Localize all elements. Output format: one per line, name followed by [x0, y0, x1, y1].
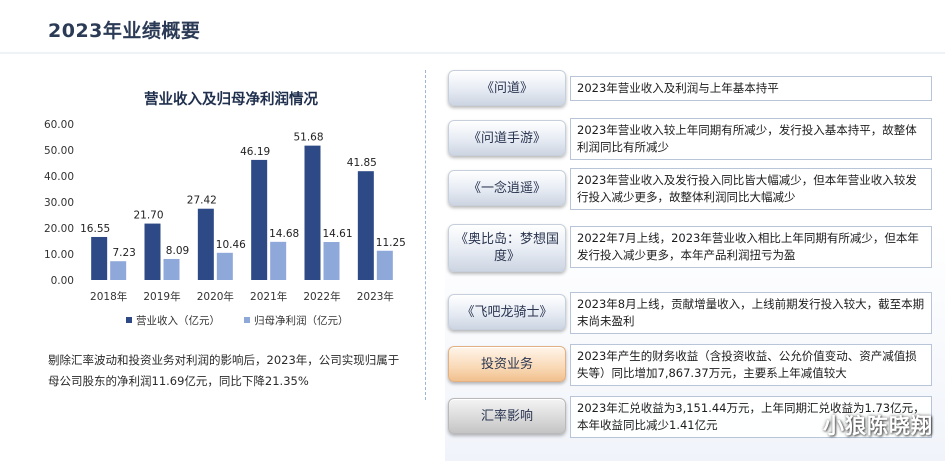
item-label-wendao-mobile: 《问道手游》 [448, 120, 566, 156]
x-tick-label: 2018年 [90, 290, 127, 303]
y-tick-label: 30.00 [44, 197, 74, 209]
bar-value-label: 46.19 [240, 146, 270, 158]
bar-net-profit [323, 242, 340, 280]
bar-value-label: 8.09 [166, 245, 189, 257]
y-tick-label: 0.00 [51, 275, 74, 287]
item-desc: 2023年营业收入及发行投入同比皆大幅减少，但本年营业收入较发行投入减少更多，故… [570, 168, 932, 210]
bar-value-label: 16.55 [80, 223, 110, 235]
page-title: 2023年业绩概要 [48, 20, 201, 42]
item-desc: 2023年营业收入及利润与上年基本持平 [570, 76, 932, 101]
bar-revenue [197, 208, 214, 280]
bar-value-label: 27.42 [187, 195, 217, 207]
chart-area: 营业收入及归母净利润情况 0.00 10.00 20.00 30.00 40.00 50.… [36, 84, 416, 344]
item-desc: 2023年汇兑收益为3,151.44万元，上年同期汇兑收益为1.73亿元，本年收… [570, 396, 932, 438]
x-tick-label: 2021年 [250, 290, 287, 303]
bar-value-label: 51.68 [293, 132, 323, 144]
bar-net-profit [376, 250, 393, 280]
item-label-feibalongqishi: 《飞吧龙骑士》 [448, 294, 566, 330]
bar-net-profit [163, 258, 180, 280]
x-tick-label: 2019年 [143, 290, 180, 303]
legend-swatch [244, 317, 250, 323]
item-label-investment: 投资业务 [448, 346, 566, 382]
divider-line [425, 70, 426, 400]
bar-value-label: 14.61 [322, 228, 352, 240]
bar-value-label: 7.23 [112, 247, 135, 259]
bar-net-profit [110, 261, 127, 280]
y-tick-label: 10.00 [44, 249, 74, 261]
x-tick-label: 2020年 [197, 290, 234, 303]
profit-note: 剔除汇率波动和投资业务对利润的影响后，2023年，公司实现归属于母公司股东的净利… [48, 353, 400, 388]
title-rule [0, 52, 945, 54]
bar-value-label: 11.25 [376, 237, 406, 249]
x-tick-label: 2022年 [303, 290, 340, 303]
y-tick-label: 50.00 [44, 145, 74, 157]
bar-revenue [144, 223, 161, 280]
item-desc: 2023年8月上线，贡献增量收入，上线前期发行投入较大，截至本期末尚未盈利 [570, 292, 932, 334]
y-tick-label: 60.00 [44, 119, 74, 131]
bar-net-profit [270, 241, 287, 280]
bar-value-label: 41.85 [347, 157, 377, 169]
bar-revenue [304, 145, 321, 280]
legend-entry: 营业收入（亿元） [136, 314, 220, 327]
bar-revenue [91, 236, 108, 280]
bar-value-label: 21.70 [133, 210, 163, 222]
x-tick-label: 2023年 [357, 290, 394, 303]
legend-swatch [126, 317, 132, 323]
item-label-wendao: 《问道》 [448, 70, 566, 106]
item-label-yinian: 《一念逍遥》 [448, 170, 566, 206]
item-label-exchange-rate: 汇率影响 [448, 398, 566, 434]
item-desc: 2022年7月上线，2023年营业收入相比上年同期有所减少，但本年发行投入减少更… [570, 226, 932, 268]
bar-value-label: 10.46 [216, 239, 246, 251]
chart-title: 营业收入及归母净利润情况 [144, 90, 318, 108]
bar-revenue [357, 171, 374, 280]
watermark: 小狼陈晓翔 [823, 414, 933, 438]
item-desc: 2023年营业收入较上年同期有所减少，发行投入基本持平，故整体利润同比有所减少 [570, 118, 932, 160]
item-desc: 2023年产生的财务收益（含投资收益、公允价值变动、资产减值损失等）同比增加7,… [570, 344, 932, 386]
bar-revenue [251, 159, 268, 280]
item-label-aobidao: 《奥比岛：梦想国度》 [448, 224, 566, 272]
y-tick-label: 20.00 [44, 223, 74, 235]
bar-net-profit [216, 252, 233, 280]
y-tick-label: 40.00 [44, 171, 74, 183]
bar-value-label: 14.68 [269, 228, 299, 240]
bar-chart: 营业收入及归母净利润情况 0.00 10.00 20.00 30.00 40.00 50.… [44, 90, 406, 327]
legend-entry: 归母净利润（亿元） [254, 314, 349, 327]
